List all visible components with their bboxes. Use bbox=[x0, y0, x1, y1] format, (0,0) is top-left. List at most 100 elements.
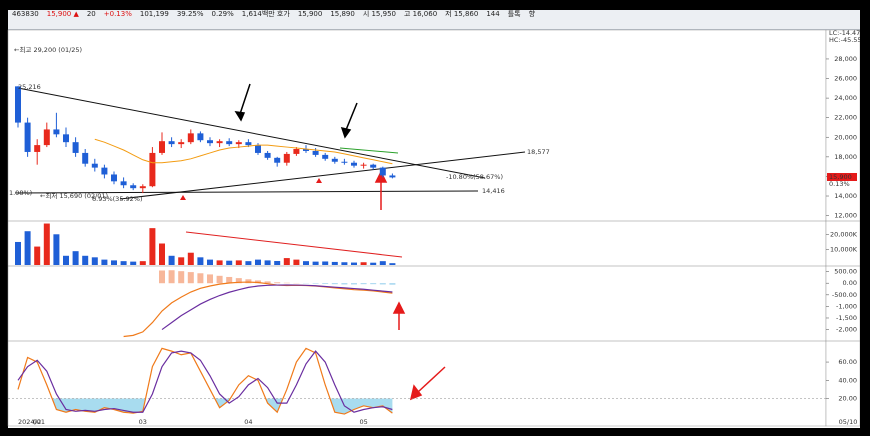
oscillator-bar bbox=[207, 274, 213, 284]
oscillator-bar bbox=[351, 283, 357, 285]
candle-body bbox=[63, 134, 69, 143]
toolbar-item: 향 bbox=[528, 10, 536, 18]
volume-bar bbox=[216, 260, 223, 265]
toolbar-item: +0.13% bbox=[103, 10, 132, 18]
volume-bar bbox=[255, 259, 261, 265]
signal-markers bbox=[180, 178, 322, 200]
candle-body bbox=[331, 158, 338, 162]
oscillator-bar bbox=[226, 276, 233, 284]
oscillator-bar bbox=[187, 272, 194, 284]
volume-bar bbox=[245, 261, 252, 265]
candle-body bbox=[312, 150, 319, 155]
plot-frame bbox=[7, 29, 827, 427]
line bbox=[94, 138, 393, 165]
y-tick-label: 18,000 bbox=[834, 153, 857, 161]
oscillator-bar bbox=[168, 270, 175, 284]
volume-bar bbox=[130, 261, 137, 265]
annotation: ←최고 29,200 (01/25) bbox=[14, 45, 82, 54]
y-tick-label: -500.00 bbox=[832, 291, 857, 299]
y-tick-label: -2,000 bbox=[836, 326, 857, 334]
toolbar-item: 고 16,060 bbox=[403, 10, 438, 18]
volume-bar bbox=[101, 259, 108, 265]
oscillator-bar bbox=[370, 283, 377, 285]
volume-bar bbox=[197, 257, 204, 265]
volume-bar bbox=[178, 257, 185, 265]
annotation: 25,216 bbox=[18, 83, 41, 91]
toolbar-item: 1,614백만 호가 bbox=[241, 10, 290, 18]
volume-bar bbox=[331, 261, 338, 265]
volume-bar bbox=[226, 260, 233, 265]
side-label: LC:-14.47 bbox=[829, 29, 860, 37]
y-tick-label: 14,000 bbox=[834, 192, 857, 200]
toolbar-item: 시 15,950 bbox=[362, 10, 396, 18]
panel-separators bbox=[8, 220, 860, 342]
toolbar: 463830 15,900 ▲ 20 +0.13% 101,199 39.25% 0.29%… bbox=[8, 10, 860, 30]
candle-body bbox=[389, 175, 396, 178]
chart: 12,00014,00016,00018,00020,00022,00024,0… bbox=[7, 29, 860, 427]
trend-lines bbox=[14, 87, 526, 200]
line bbox=[17, 350, 393, 413]
annotation: 6.93%(35.92%) bbox=[92, 195, 143, 203]
candle-body bbox=[370, 164, 377, 168]
candle-body bbox=[178, 142, 185, 145]
candle-body bbox=[72, 142, 79, 153]
candle-body bbox=[283, 153, 290, 163]
toolbar-item: 39.25% bbox=[176, 10, 204, 18]
oscillator-bar bbox=[255, 280, 261, 284]
y-tick-label: 24,000 bbox=[834, 94, 857, 102]
x-tick-label: 03 bbox=[139, 418, 147, 426]
oscillator-bar bbox=[341, 283, 348, 285]
volume-bar bbox=[63, 255, 69, 265]
oscillator-bar bbox=[360, 283, 367, 285]
toolbar-item: 20 bbox=[86, 10, 96, 18]
volume-bar bbox=[283, 258, 290, 265]
price-marker bbox=[827, 173, 857, 181]
candle-body bbox=[226, 141, 233, 145]
candle-body bbox=[207, 140, 213, 144]
volume-bar bbox=[379, 261, 386, 265]
candle-body bbox=[139, 186, 146, 189]
oscillator-bar bbox=[159, 270, 165, 284]
oscillator-bar bbox=[322, 283, 329, 284]
toolbar-item: 463830 bbox=[12, 10, 39, 18]
annotation: 14,416 bbox=[482, 187, 505, 195]
toolbar-item: 15,900 bbox=[297, 10, 323, 18]
candle-body bbox=[255, 145, 261, 153]
oscillator-bar bbox=[264, 281, 271, 284]
volume-bar bbox=[72, 251, 79, 265]
volume-bar bbox=[120, 261, 127, 265]
y-tick-label: 60.00 bbox=[838, 358, 857, 366]
oscillator-bar bbox=[379, 283, 386, 285]
volume-bar bbox=[53, 234, 60, 265]
candle-body bbox=[360, 164, 367, 166]
x-tick-label: 04 bbox=[244, 418, 252, 426]
volume-bar bbox=[111, 260, 117, 265]
y-tick-label: 12,000 bbox=[834, 212, 857, 220]
volume-bar bbox=[389, 263, 396, 265]
side-label: 0.13% bbox=[829, 180, 850, 188]
x-tick-label: 2024/01 bbox=[18, 418, 45, 426]
candle-body bbox=[264, 152, 271, 158]
volume-bar bbox=[187, 252, 194, 265]
oscillator-bar bbox=[197, 273, 204, 284]
axis-frame bbox=[825, 29, 860, 427]
candle-body bbox=[379, 167, 386, 176]
volume-bar bbox=[168, 255, 175, 265]
volume-bar bbox=[293, 259, 300, 265]
candle-body bbox=[159, 141, 165, 153]
volume-bar bbox=[303, 261, 309, 265]
volume-bar bbox=[341, 262, 348, 265]
candle-body bbox=[341, 161, 348, 163]
toolbar-item: 144 bbox=[486, 10, 500, 18]
volume-bar bbox=[370, 262, 377, 265]
candle-body bbox=[303, 149, 309, 151]
volume-bar bbox=[43, 223, 50, 265]
candle-body bbox=[53, 129, 60, 135]
volume-bar bbox=[159, 243, 165, 265]
y-tick-label: 500.00 bbox=[834, 268, 857, 276]
annotation: -10.80%(58.67%) bbox=[446, 173, 503, 181]
candle-body bbox=[34, 145, 41, 152]
volume-bar bbox=[24, 231, 31, 265]
x-tick-label: 05 bbox=[359, 418, 367, 426]
candle-body bbox=[101, 167, 108, 175]
